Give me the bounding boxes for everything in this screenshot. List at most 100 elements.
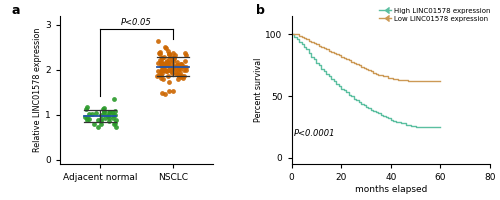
Point: [82, 107, 90, 110]
Point: [94, 119, 102, 122]
Point: [164, 65, 172, 68]
Point: [164, 62, 172, 65]
Point: [160, 67, 168, 71]
Point: [112, 125, 120, 128]
Y-axis label: Relative LINC01578 expression: Relative LINC01578 expression: [34, 28, 42, 152]
Point: [92, 112, 100, 115]
Point: [162, 69, 170, 72]
Point: [158, 69, 166, 72]
Text: a: a: [11, 4, 20, 17]
Point: [158, 65, 166, 68]
Point: [178, 75, 186, 79]
Point: [170, 90, 177, 93]
Point: [154, 39, 162, 42]
Point: [164, 62, 172, 65]
Point: [182, 65, 190, 69]
Point: [110, 123, 118, 126]
Point: [164, 75, 172, 78]
Point: [156, 62, 164, 65]
Point: [112, 118, 120, 121]
Point: [156, 58, 164, 61]
Point: [162, 61, 170, 64]
Point: [88, 112, 96, 116]
Point: [162, 93, 170, 96]
Point: [174, 68, 182, 71]
Point: [166, 69, 174, 72]
Point: [158, 92, 166, 95]
Point: [166, 68, 173, 72]
Point: [157, 61, 165, 64]
Point: [105, 110, 113, 114]
Point: [156, 51, 164, 54]
Point: [169, 59, 177, 63]
Point: [155, 51, 163, 55]
Point: [158, 68, 166, 72]
Point: [96, 119, 104, 122]
Text: P<0.0001: P<0.0001: [294, 129, 336, 138]
Point: [180, 68, 188, 72]
Point: [158, 57, 166, 60]
Point: [158, 77, 166, 81]
Point: [165, 53, 173, 56]
Point: [168, 72, 176, 75]
Point: [174, 64, 182, 67]
Point: [102, 117, 110, 120]
Point: [170, 68, 178, 71]
Point: [167, 60, 175, 63]
Point: [160, 64, 168, 68]
Point: [111, 109, 119, 112]
Point: [173, 61, 181, 64]
Point: [174, 63, 182, 67]
Point: [104, 113, 112, 116]
Point: [172, 73, 180, 76]
Point: [182, 59, 190, 62]
Point: [176, 62, 184, 65]
Point: [176, 75, 184, 78]
Point: [85, 117, 93, 121]
Point: [174, 73, 182, 76]
Point: [182, 69, 190, 72]
Point: [178, 64, 186, 67]
Point: [154, 62, 162, 65]
Point: [164, 60, 172, 63]
Text: P<0.05: P<0.05: [121, 18, 152, 27]
Point: [174, 65, 182, 68]
Point: [112, 113, 120, 116]
Point: [156, 74, 164, 77]
Point: [168, 67, 176, 71]
Point: [111, 121, 119, 125]
Point: [97, 122, 105, 125]
Point: [180, 74, 188, 77]
Point: [153, 74, 161, 77]
Point: [100, 107, 108, 110]
Point: [160, 63, 168, 67]
Point: [99, 108, 107, 111]
Point: [154, 70, 162, 73]
Point: [104, 114, 112, 118]
Point: [94, 125, 102, 128]
Point: [105, 120, 113, 123]
Point: [158, 61, 166, 64]
Point: [96, 117, 104, 120]
Point: [100, 110, 108, 113]
X-axis label: months elapsed: months elapsed: [354, 185, 427, 194]
Point: [181, 52, 189, 55]
Point: [83, 117, 91, 120]
Point: [163, 69, 171, 72]
Point: [165, 81, 173, 84]
Point: [100, 113, 108, 116]
Point: [168, 55, 175, 59]
Point: [164, 52, 172, 55]
Point: [108, 111, 116, 114]
Legend: High LINC01578 expression, Low LINC01578 expression: High LINC01578 expression, Low LINC01578…: [378, 8, 490, 22]
Point: [110, 116, 118, 119]
Point: [174, 73, 182, 77]
Point: [84, 106, 92, 109]
Point: [109, 114, 117, 117]
Point: [176, 72, 184, 75]
Point: [178, 62, 186, 66]
Point: [178, 75, 186, 78]
Point: [172, 70, 180, 73]
Point: [160, 68, 168, 72]
Point: [170, 52, 177, 55]
